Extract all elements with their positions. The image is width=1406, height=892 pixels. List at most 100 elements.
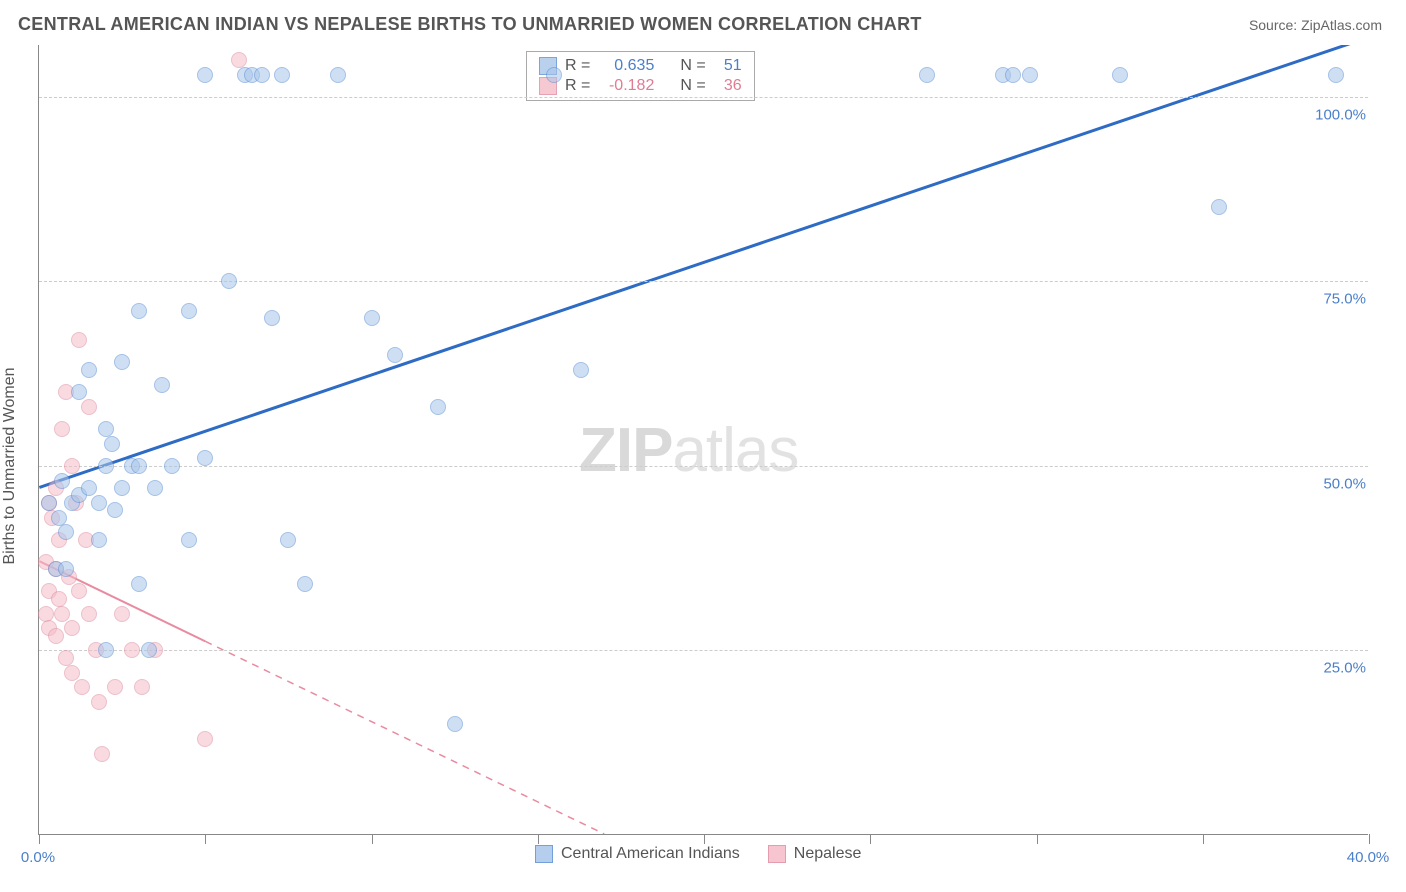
data-point: [1211, 199, 1227, 215]
stat-n-value: 51: [714, 57, 742, 75]
stat-n-label: N =: [680, 57, 705, 75]
data-point: [221, 273, 237, 289]
gridline-h: [39, 466, 1368, 467]
data-point: [280, 532, 296, 548]
x-tick: [205, 834, 206, 844]
stat-r-value: -0.182: [598, 77, 654, 95]
x-tick: [704, 834, 705, 844]
data-point: [181, 303, 197, 319]
data-point: [124, 642, 140, 658]
x-tick: [1369, 834, 1370, 844]
data-point: [131, 576, 147, 592]
watermark: ZIPatlas: [579, 415, 798, 486]
x-tick-label: 40.0%: [1347, 849, 1390, 866]
data-point: [1328, 67, 1344, 83]
data-point: [546, 67, 562, 83]
x-tick: [39, 834, 40, 844]
stat-n-value: 36: [714, 77, 742, 95]
y-tick-label: 25.0%: [1319, 659, 1370, 678]
data-point: [54, 473, 70, 489]
data-point: [98, 421, 114, 437]
data-point: [58, 524, 74, 540]
data-point: [98, 642, 114, 658]
data-point: [114, 480, 130, 496]
x-tick: [870, 834, 871, 844]
stat-r-label: R =: [565, 57, 590, 75]
data-point: [197, 450, 213, 466]
watermark-zip: ZIP: [579, 416, 672, 485]
data-point: [48, 628, 64, 644]
bottom-legend: Central American Indians Nepalese: [535, 845, 861, 863]
data-point: [330, 67, 346, 83]
y-tick-label: 75.0%: [1319, 290, 1370, 309]
legend-item: Nepalese: [768, 845, 862, 863]
data-point: [58, 561, 74, 577]
data-point: [197, 67, 213, 83]
data-point: [297, 576, 313, 592]
x-tick: [1203, 834, 1204, 844]
data-point: [64, 458, 80, 474]
data-point: [71, 583, 87, 599]
data-point: [38, 606, 54, 622]
gridline-h: [39, 650, 1368, 651]
data-point: [1022, 67, 1038, 83]
data-point: [54, 606, 70, 622]
data-point: [41, 495, 57, 511]
data-point: [134, 679, 150, 695]
data-point: [81, 399, 97, 415]
data-point: [91, 694, 107, 710]
data-point: [387, 347, 403, 363]
data-point: [114, 606, 130, 622]
data-point: [64, 665, 80, 681]
data-point: [131, 458, 147, 474]
data-point: [141, 642, 157, 658]
y-axis-label: Births to Unmarried Women: [1, 367, 19, 564]
stats-row: R =0.635N =51: [539, 56, 742, 76]
data-point: [51, 510, 67, 526]
data-point: [107, 502, 123, 518]
x-tick-label: 0.0%: [21, 849, 55, 866]
data-point: [94, 746, 110, 762]
data-point: [254, 67, 270, 83]
stat-r-label: R =: [565, 77, 590, 95]
data-point: [71, 384, 87, 400]
data-point: [919, 67, 935, 83]
data-point: [231, 52, 247, 68]
stat-n-label: N =: [680, 77, 705, 95]
data-point: [430, 399, 446, 415]
stats-row: R = -0.182 N = 36: [539, 76, 742, 96]
gridline-h: [39, 97, 1368, 98]
chart-title: CENTRAL AMERICAN INDIAN VS NEPALESE BIRT…: [18, 14, 922, 35]
x-tick: [1037, 834, 1038, 844]
data-point: [74, 679, 90, 695]
data-point: [58, 650, 74, 666]
data-point: [147, 480, 163, 496]
data-point: [98, 458, 114, 474]
data-point: [114, 354, 130, 370]
data-point: [181, 532, 197, 548]
trend-lines: [39, 45, 1368, 834]
legend-swatch: [535, 845, 553, 863]
source-attribution: Source: ZipAtlas.com: [1249, 17, 1382, 33]
data-point: [264, 310, 280, 326]
data-point: [104, 436, 120, 452]
data-point: [91, 495, 107, 511]
data-point: [573, 362, 589, 378]
y-tick-label: 50.0%: [1319, 474, 1370, 493]
data-point: [197, 731, 213, 747]
data-point: [81, 480, 97, 496]
legend-label: Central American Indians: [561, 845, 740, 863]
x-tick: [372, 834, 373, 844]
legend-label: Nepalese: [794, 845, 862, 863]
data-point: [107, 679, 123, 695]
data-point: [447, 716, 463, 732]
data-point: [64, 620, 80, 636]
data-point: [54, 421, 70, 437]
data-point: [91, 532, 107, 548]
data-point: [1112, 67, 1128, 83]
legend-swatch: [768, 845, 786, 863]
data-point: [81, 362, 97, 378]
watermark-atlas: atlas: [672, 416, 798, 485]
data-point: [81, 606, 97, 622]
data-point: [131, 303, 147, 319]
